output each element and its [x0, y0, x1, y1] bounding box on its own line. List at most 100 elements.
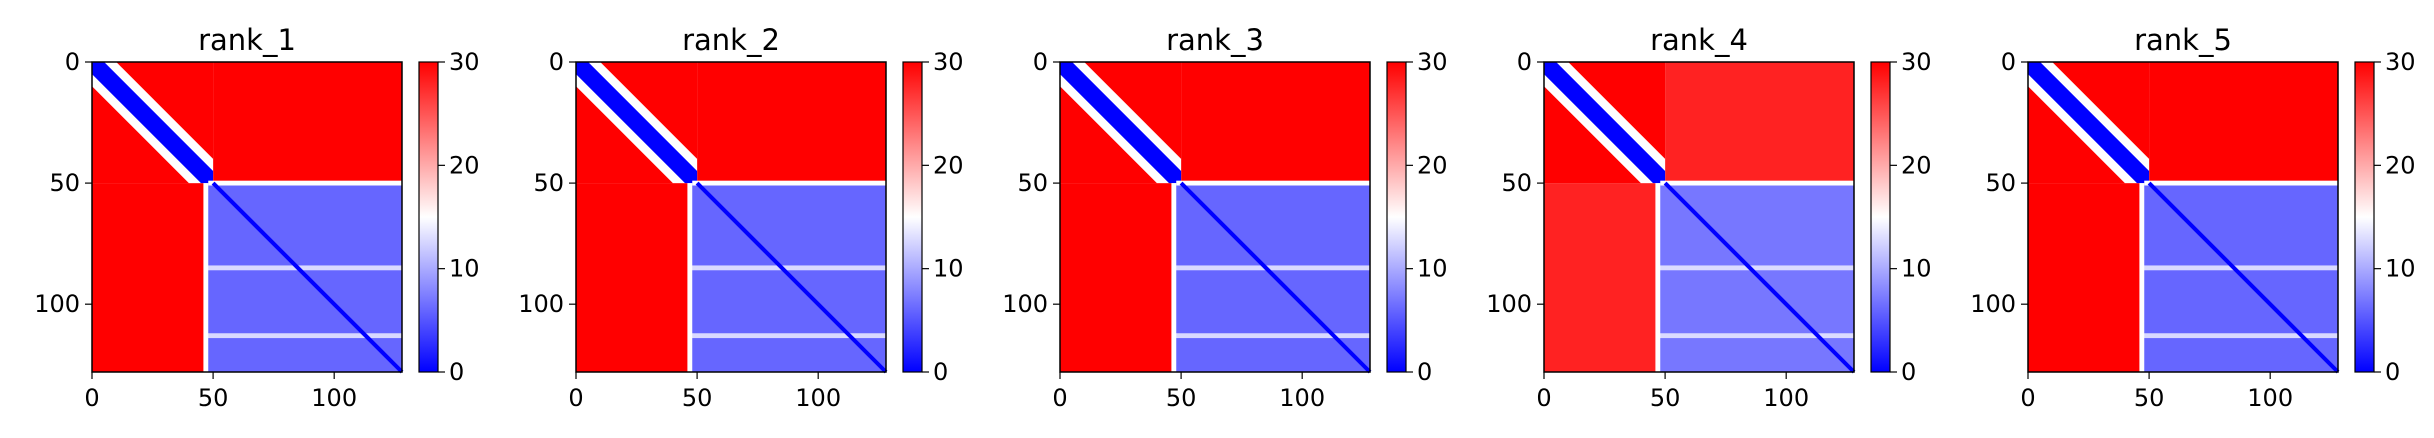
heatmap-panel-3: rank_3 0 50 100 0 50 100 0 10 20 30	[1002, 23, 1447, 412]
panel-title: rank_5	[2134, 23, 2232, 57]
y-tick-label: 50	[533, 169, 564, 197]
y-tick-label: 100	[1002, 290, 1048, 318]
heatmap-block	[2149, 62, 2338, 184]
heatmap-band	[689, 333, 886, 339]
colorbar-tick-label: 10	[1417, 255, 1448, 283]
x-tick-label: 50	[1166, 384, 1197, 412]
diagonal-line	[695, 181, 888, 374]
heatmap-edge	[1171, 183, 1177, 372]
y-tick-label: 0	[1033, 48, 1048, 76]
heatmap-band	[1173, 333, 1370, 339]
heatmap-band	[1657, 333, 1854, 339]
heatmap-band	[1657, 265, 1854, 271]
y-tick-label: 100	[1486, 290, 1532, 318]
x-tick-label: 0	[84, 384, 99, 412]
colorbar	[1870, 61, 1891, 373]
colorbar-tick-label: 30	[933, 48, 964, 76]
heatmap-band	[689, 265, 886, 271]
colorbar-tick-label: 0	[2385, 358, 2400, 386]
heatmap-block	[576, 183, 690, 372]
colorbar	[418, 61, 439, 373]
colorbar	[902, 61, 923, 373]
heatmap-frame	[91, 61, 403, 373]
diagonal-band	[1544, 62, 1666, 184]
x-tick-label: 0	[1536, 384, 1551, 412]
colorbar-tick-label: 0	[933, 358, 948, 386]
y-tick-label: 50	[49, 169, 80, 197]
diagonal-band	[92, 62, 214, 184]
heatmap-image	[2028, 62, 2340, 374]
y-tick-label: 50	[1017, 169, 1048, 197]
x-tick-label: 100	[1763, 384, 1809, 412]
x-tick-label: 50	[2134, 384, 2165, 412]
panel-title: rank_1	[198, 23, 296, 57]
colorbar	[1386, 61, 1407, 373]
heatmap-frame	[2027, 61, 2339, 373]
colorbar-tick-label: 20	[933, 151, 964, 179]
y-tick-label: 50	[1985, 169, 2016, 197]
colorbar-tick-label: 20	[1901, 151, 1932, 179]
diagonal-line	[1179, 181, 1372, 374]
y-tick-label: 50	[1501, 169, 1532, 197]
x-tick-label: 50	[1650, 384, 1681, 412]
heatmap-block	[1060, 183, 1174, 372]
x-tick-label: 100	[311, 384, 357, 412]
x-tick-label: 100	[1279, 384, 1325, 412]
heatmap-block	[697, 62, 886, 184]
colorbar-tick-label: 30	[1417, 48, 1448, 76]
heatmap-edge	[1660, 180, 1854, 186]
heatmap-image	[1544, 62, 1856, 374]
y-tick-label: 100	[518, 290, 564, 318]
heatmap-block	[1544, 183, 1658, 372]
heatmap-band	[1173, 265, 1370, 271]
panel-title: rank_4	[1650, 23, 1748, 57]
heatmap-block	[2028, 183, 2142, 372]
y-tick-label: 0	[549, 48, 564, 76]
colorbar-tick-label: 30	[2385, 48, 2416, 76]
colorbar-tick-label: 30	[449, 48, 480, 76]
heatmap-edge	[2139, 183, 2145, 372]
heatmap-image	[1060, 62, 1372, 374]
panel-title: rank_2	[682, 23, 780, 57]
colorbar-tick-label: 0	[449, 358, 464, 386]
y-tick-label: 0	[2001, 48, 2016, 76]
heatmap-edge	[687, 183, 693, 372]
colorbar-tick-label: 20	[2385, 151, 2416, 179]
heatmap-band	[2141, 333, 2338, 339]
x-tick-label: 100	[2247, 384, 2293, 412]
x-tick-label: 0	[2020, 384, 2035, 412]
y-tick-label: 100	[34, 290, 80, 318]
panel-title: rank_3	[1166, 23, 1264, 57]
x-tick-label: 50	[682, 384, 713, 412]
colorbar-tick-label: 0	[1901, 358, 1916, 386]
heatmap-image	[92, 62, 404, 374]
colorbar	[2354, 61, 2375, 373]
heatmap-edge	[1655, 183, 1661, 372]
heatmap-panel-1: rank_1 0 50 100 0 50 100 0 10 20 30	[34, 23, 479, 412]
heatmap-frame	[575, 61, 887, 373]
y-tick-label: 0	[65, 48, 80, 76]
heatmap-band	[205, 265, 402, 271]
diagonal-line	[2147, 181, 2340, 374]
diagonal-band	[576, 62, 698, 184]
colorbar-tick-label: 0	[1417, 358, 1432, 386]
colorbar-tick-label: 20	[1417, 151, 1448, 179]
heatmap-block	[1665, 62, 1854, 184]
heatmap-image	[576, 62, 888, 374]
heatmap-frame	[1543, 61, 1855, 373]
heatmap-edge	[208, 180, 402, 186]
x-tick-label: 50	[198, 384, 229, 412]
x-tick-label: 0	[568, 384, 583, 412]
heatmap-edge	[1176, 180, 1370, 186]
heatmap-edge	[692, 180, 886, 186]
heatmap-frame	[1059, 61, 1371, 373]
colorbar-tick-label: 10	[2385, 255, 2416, 283]
diagonal-band	[1060, 62, 1182, 184]
x-tick-label: 100	[795, 384, 841, 412]
x-tick-label: 0	[1052, 384, 1067, 412]
diagonal-band	[2028, 62, 2150, 184]
colorbar-tick-label: 10	[1901, 255, 1932, 283]
y-tick-label: 0	[1517, 48, 1532, 76]
colorbar-tick-label: 30	[1901, 48, 1932, 76]
